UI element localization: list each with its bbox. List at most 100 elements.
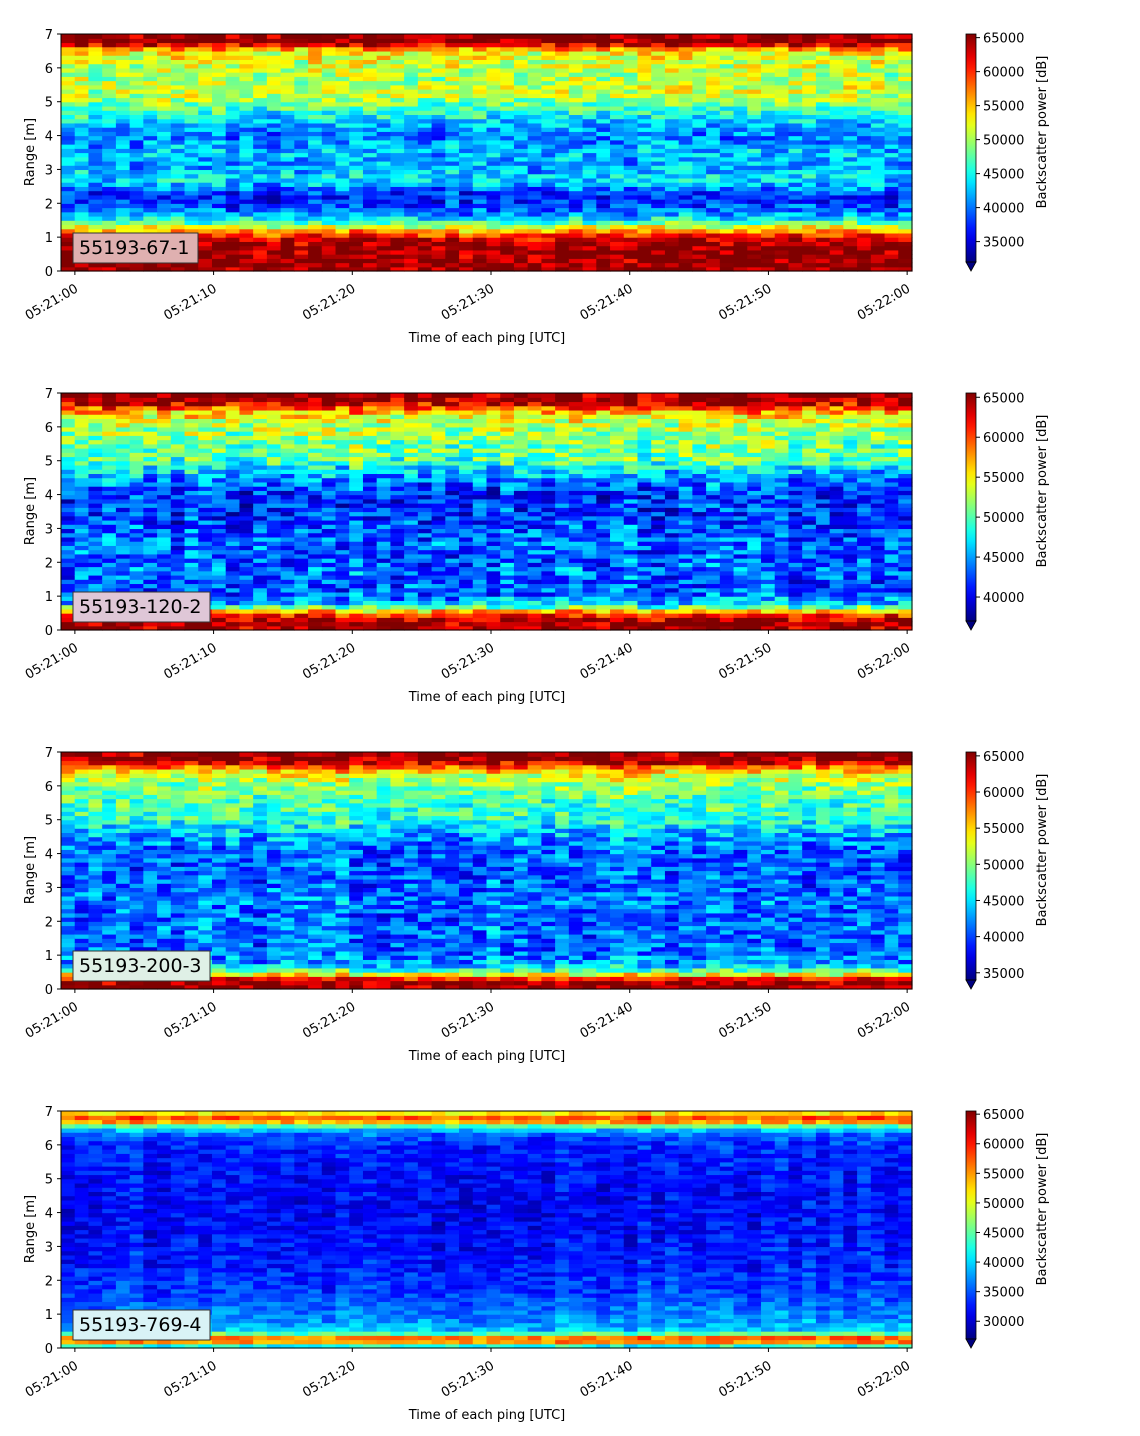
heatmap-cell bbox=[404, 591, 419, 597]
heatmap-cell bbox=[308, 169, 323, 175]
heatmap-cell bbox=[225, 266, 241, 272]
heatmap-cell bbox=[527, 76, 543, 82]
heatmap-cell bbox=[637, 182, 652, 187]
heatmap-cell bbox=[88, 122, 103, 128]
heatmap-cell bbox=[404, 460, 419, 466]
heatmap-cell bbox=[774, 194, 790, 200]
heatmap-cell bbox=[445, 249, 460, 255]
heatmap-cell bbox=[157, 135, 172, 141]
heatmap-cell bbox=[472, 224, 488, 230]
heatmap-cell bbox=[884, 169, 899, 175]
heatmap-cell bbox=[404, 266, 419, 272]
heatmap-cell bbox=[637, 34, 652, 39]
heatmap-cell bbox=[527, 207, 543, 213]
heatmap-cell bbox=[788, 249, 803, 255]
heatmap-cell bbox=[747, 177, 762, 183]
heatmap-cell bbox=[472, 220, 488, 226]
heatmap-cell bbox=[733, 38, 748, 44]
heatmap-cell bbox=[761, 80, 776, 86]
heatmap-cell bbox=[61, 613, 76, 618]
heatmap-cell bbox=[74, 570, 90, 576]
heatmap-cell bbox=[884, 262, 899, 268]
heatmap-cell bbox=[211, 203, 227, 209]
heatmap-cell bbox=[280, 241, 295, 247]
heatmap-cell bbox=[843, 89, 858, 94]
heatmap-cell bbox=[706, 254, 721, 259]
heatmap-cell bbox=[253, 194, 268, 200]
heatmap-cell bbox=[266, 524, 282, 530]
heatmap-cell bbox=[88, 105, 103, 111]
heatmap-cell bbox=[843, 101, 858, 107]
heatmap-cell bbox=[308, 34, 323, 39]
heatmap-cell bbox=[637, 160, 652, 166]
heatmap-cell bbox=[761, 127, 776, 132]
heatmap-cell bbox=[362, 511, 378, 517]
heatmap-cell bbox=[898, 224, 913, 230]
heatmap-cell bbox=[376, 127, 392, 132]
heatmap-cell bbox=[486, 84, 501, 90]
heatmap-cell bbox=[74, 63, 90, 69]
heatmap-cell bbox=[61, 55, 76, 60]
heatmap-cell bbox=[404, 84, 419, 90]
heatmap-cell bbox=[472, 67, 488, 73]
heatmap-cell bbox=[239, 574, 254, 580]
heatmap-cell bbox=[651, 160, 666, 166]
heatmap-cell bbox=[184, 524, 199, 530]
heatmap-cell bbox=[102, 464, 117, 470]
heatmap-cell bbox=[61, 393, 76, 398]
heatmap-cell bbox=[541, 241, 556, 247]
heatmap-cell bbox=[829, 89, 844, 94]
y-tick-label: 5 bbox=[45, 96, 53, 111]
heatmap-cell bbox=[376, 431, 392, 436]
heatmap-cell bbox=[459, 169, 474, 175]
heatmap-cell bbox=[472, 122, 488, 128]
heatmap-cell bbox=[115, 207, 131, 213]
heatmap-cell bbox=[225, 63, 241, 69]
heatmap-cell bbox=[266, 46, 282, 52]
heatmap-cell bbox=[870, 160, 886, 166]
heatmap-cell bbox=[568, 50, 584, 56]
heatmap-cell bbox=[157, 566, 172, 572]
heatmap-cell bbox=[198, 241, 213, 247]
heatmap-cell bbox=[637, 38, 652, 44]
heatmap-cell bbox=[417, 165, 433, 171]
heatmap-cell bbox=[733, 186, 748, 192]
heatmap-cell bbox=[513, 215, 529, 221]
heatmap-cell bbox=[321, 566, 337, 572]
heatmap-cell bbox=[239, 431, 254, 436]
heatmap-cell bbox=[253, 426, 268, 432]
heatmap-cell bbox=[349, 169, 364, 175]
heatmap-cell bbox=[115, 59, 131, 65]
heatmap-cell bbox=[472, 262, 488, 268]
heatmap-cell bbox=[157, 443, 172, 449]
heatmap-cell bbox=[678, 215, 693, 221]
heatmap-cell bbox=[390, 118, 405, 124]
heatmap-cell bbox=[74, 224, 90, 230]
heatmap-cell bbox=[582, 114, 597, 120]
heatmap-cell bbox=[170, 211, 186, 217]
heatmap-cell bbox=[417, 118, 433, 124]
heatmap-cell bbox=[596, 245, 611, 251]
heatmap-cell bbox=[239, 473, 254, 479]
heatmap-cell bbox=[170, 110, 186, 116]
heatmap-cell bbox=[486, 76, 501, 82]
heatmap-cell bbox=[225, 583, 241, 589]
heatmap-cell bbox=[308, 494, 323, 500]
heatmap-cell bbox=[513, 186, 529, 192]
heatmap-cell bbox=[664, 215, 680, 221]
heatmap-cell bbox=[294, 80, 309, 86]
heatmap-cell bbox=[362, 486, 378, 491]
heatmap-cell bbox=[253, 498, 268, 504]
heatmap-cell bbox=[211, 105, 227, 111]
heatmap-cell bbox=[321, 266, 337, 272]
heatmap-cell bbox=[239, 228, 254, 234]
heatmap-cell bbox=[61, 596, 76, 601]
heatmap-cell bbox=[143, 101, 158, 107]
heatmap-cell bbox=[472, 38, 488, 44]
heatmap-cell bbox=[623, 152, 639, 158]
heatmap-cell bbox=[390, 190, 405, 196]
heatmap-cell bbox=[692, 165, 707, 171]
heatmap-cell bbox=[157, 148, 172, 154]
heatmap-cell bbox=[527, 97, 543, 103]
heatmap-cell bbox=[815, 182, 831, 187]
